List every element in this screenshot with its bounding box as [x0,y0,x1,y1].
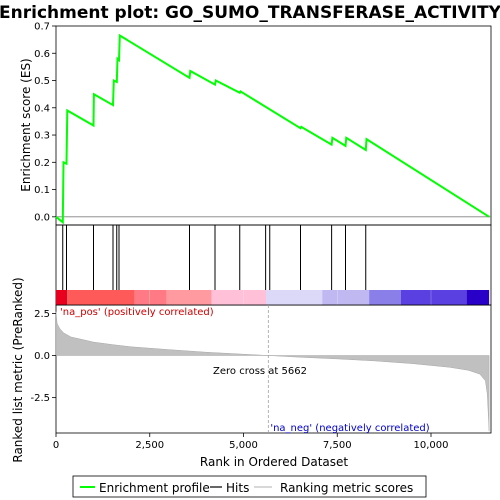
chart-title: Enrichment plot: GO_SUMO_TRANSFERASE_ACT… [0,3,500,23]
legend-box [72,475,427,498]
metric-panel: 2.5 0.0 -2.5 'na_pos' (positively correlat… [11,277,492,463]
legend: Enrichment profile Hits Ranking metric s… [72,475,427,498]
es-panel: 0.0 0.1 0.2 0.3 0.4 0.5 0.6 0.7 Enrichment scor… [19,22,492,226]
es-y-tick-label: 0.7 [34,22,50,33]
color-bar-segment [134,290,167,305]
x-axis: 0 2,500 5,000 7,500 10,000 [53,433,449,451]
color-bar-segment [401,290,467,305]
es-y-axis-label: Enrichment score (ES) [19,58,33,191]
color-bar-segment [67,290,135,305]
x-axis-label: Rank in Ordered Dataset [200,455,348,469]
color-bar-segment [166,290,212,305]
metric-y-axis-label: Ranked list metric (PreRanked) [11,277,25,462]
color-bar-segment [266,290,323,305]
x-tick-label: 2,500 [135,440,164,451]
x-tick-label: 5,000 [229,440,258,451]
ranking-metric-area [55,311,490,432]
x-tick-label: 0 [53,440,59,451]
hits-panel [55,224,492,306]
metric-plot-frame [55,304,492,434]
es-y-tick-label: 0.5 [34,76,50,87]
x-tick-label: 10,000 [414,440,449,451]
color-bar-segment [322,290,370,305]
es-y-tick-label: 0.0 [34,212,50,223]
color-bar-segment [211,290,266,305]
legend-metric-label: Ranking metric scores [280,481,413,495]
es-plot-frame [55,25,492,226]
legend-hits-label: Hits [226,481,249,495]
es-y-tick-label: 0.2 [34,158,50,169]
zero-cross-note: Zero cross at 5662 [213,366,307,377]
color-bar-segment [56,290,68,305]
es-y-tick-label: 0.1 [34,185,50,196]
metric-y-tick-label: -2.5 [30,393,50,404]
metric-y-tick-label: 0.0 [34,351,50,362]
es-y-tick-label: 0.4 [34,103,50,114]
color-bar-segment [369,290,401,305]
positive-correlation-note: 'na_pos' (positively correlated) [60,307,214,318]
metric-y-tick-label: 2.5 [34,309,50,320]
x-tick-label: 7,500 [323,440,352,451]
legend-enrichment-label: Enrichment profile [99,481,210,495]
es-y-tick-label: 0.3 [34,131,50,142]
color-bar-segment [466,290,490,305]
enrichment-profile-line [55,33,490,225]
es-y-tick-label: 0.6 [34,49,50,60]
negative-correlation-note: 'na_neg' (negatively correlated) [270,423,429,434]
